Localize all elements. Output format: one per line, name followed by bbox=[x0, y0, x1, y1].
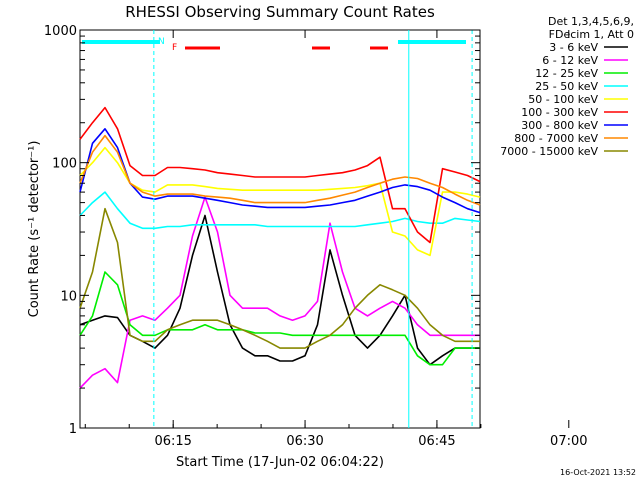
x-tick-label: 06:45 bbox=[418, 434, 455, 449]
series-line-7 bbox=[79, 128, 481, 214]
legend-header-line-2: FDecim 1, Att 0 bbox=[549, 28, 634, 41]
series-line-1 bbox=[79, 214, 480, 366]
legend-entry-label: 800 - 7000 keV bbox=[514, 132, 598, 145]
series-line-2 bbox=[79, 196, 480, 389]
x-tick-label: 06:30 bbox=[286, 434, 323, 449]
legend-entry-label: 100 - 300 keV bbox=[521, 106, 598, 119]
legend-entry-label: 3 - 6 keV bbox=[549, 41, 598, 54]
y-tick-label: 10 bbox=[60, 289, 77, 304]
y-axis-label: Count Rate (s⁻¹ detector⁻¹) bbox=[27, 141, 42, 318]
series-layer bbox=[79, 106, 481, 389]
chart-title: RHESSI Observing Summary Count Rates bbox=[125, 3, 435, 21]
series-line-4 bbox=[79, 191, 481, 230]
series-line-5 bbox=[79, 146, 481, 257]
y-tick-label: 1000 bbox=[44, 24, 77, 39]
vertical-lines-layer bbox=[153, 30, 473, 428]
y-tick-label: 1 bbox=[69, 422, 77, 437]
attenuator-mark-n: N bbox=[158, 37, 165, 47]
legend-header-line-1: Det 1,3,4,5,6,9, bbox=[548, 15, 634, 28]
legend-entry-label: 7000 - 15000 keV bbox=[500, 145, 598, 158]
attenuator-marks: N F bbox=[82, 37, 466, 53]
series-line-9 bbox=[79, 207, 480, 349]
x-tick-label: 07:00 bbox=[550, 434, 587, 449]
legend-entry-label: 50 - 100 keV bbox=[528, 93, 598, 106]
legend-entry-label: 300 - 800 keV bbox=[521, 119, 598, 132]
legend: Det 1,3,4,5,6,9, FDecim 1, Att 0 3 - 6 k… bbox=[500, 15, 634, 158]
plot-frame bbox=[79, 29, 481, 429]
x-tick-label: 06:15 bbox=[154, 434, 191, 449]
footer-timestamp: 16-Oct-2021 13:52 bbox=[560, 468, 636, 477]
legend-entry-label: 6 - 12 keV bbox=[542, 54, 598, 67]
plot-area bbox=[79, 29, 481, 429]
legend-entry-label: 25 - 50 keV bbox=[535, 80, 598, 93]
legend-entry-label: 12 - 25 keV bbox=[535, 67, 598, 80]
attenuator-mark-f: F bbox=[172, 43, 177, 53]
y-tick-label: 100 bbox=[52, 157, 77, 172]
series-line-6 bbox=[79, 106, 481, 244]
series-line-3 bbox=[79, 271, 480, 366]
x-axis-label: Start Time (17-Jun-02 06:04:22) bbox=[176, 455, 384, 470]
series-line-8 bbox=[79, 134, 481, 206]
